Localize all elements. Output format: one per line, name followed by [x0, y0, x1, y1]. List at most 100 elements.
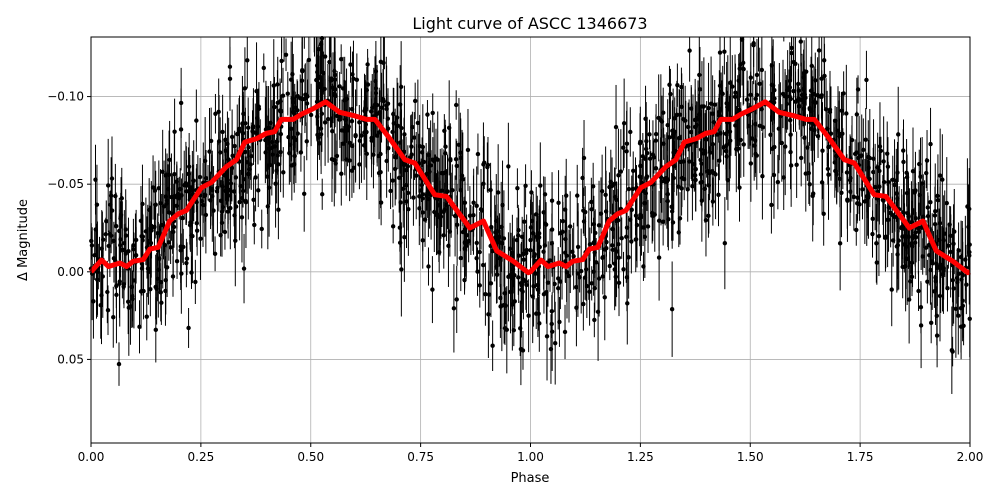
data-point [816, 48, 822, 53]
data-point [321, 70, 326, 76]
data-point [815, 93, 820, 98]
data-point [881, 179, 887, 185]
data-point [596, 276, 602, 281]
data-point [677, 112, 683, 117]
data-point [541, 249, 546, 254]
data-point [458, 150, 463, 155]
data-point [508, 289, 513, 295]
data-point [414, 173, 419, 178]
data-point [163, 173, 168, 178]
data-point [599, 189, 605, 194]
data-point [337, 117, 342, 122]
data-point [462, 240, 467, 245]
data-point [866, 165, 871, 170]
data-point [200, 202, 206, 208]
data-point [488, 187, 493, 193]
y-axis-label: Δ Magnitude [16, 199, 31, 281]
data-point [361, 143, 367, 148]
data-point [776, 126, 782, 131]
data-point [138, 218, 144, 224]
data-point [653, 166, 659, 171]
data-point [616, 241, 621, 247]
data-point [912, 190, 917, 195]
data-point [668, 91, 673, 97]
data-point [587, 289, 592, 294]
data-point [644, 138, 649, 144]
data-point [283, 52, 289, 57]
data-point [918, 174, 923, 179]
data-point [193, 279, 198, 285]
data-point [614, 249, 619, 254]
data-point [365, 82, 371, 87]
data-point [237, 199, 242, 205]
data-point [669, 209, 675, 214]
data-point [827, 107, 833, 112]
data-point [575, 193, 580, 198]
data-point [660, 219, 666, 224]
data-point [292, 162, 297, 167]
data-point [333, 93, 338, 99]
data-point [287, 150, 292, 156]
x-tick-label: 0.25 [188, 450, 215, 464]
data-point [956, 313, 961, 318]
data-point [322, 54, 328, 59]
data-point [665, 191, 670, 197]
data-point [703, 137, 708, 142]
data-point [353, 133, 358, 139]
data-point [100, 274, 105, 279]
data-point [518, 280, 524, 286]
data-point [411, 195, 416, 200]
data-point [916, 288, 921, 294]
data-point [534, 234, 540, 239]
data-point [166, 240, 172, 245]
data-point [967, 253, 972, 258]
data-point [656, 218, 662, 223]
data-point [724, 101, 729, 106]
x-tick-label: 2.00 [957, 450, 984, 464]
data-point [797, 104, 802, 109]
data-point [327, 59, 332, 65]
data-point [808, 126, 814, 132]
data-point [669, 307, 675, 312]
data-point [861, 147, 866, 153]
data-point [515, 233, 521, 238]
data-point [871, 156, 876, 161]
data-point [595, 309, 601, 315]
data-point [338, 56, 344, 62]
data-point [263, 127, 269, 132]
data-point [610, 226, 615, 232]
data-point [736, 146, 741, 151]
data-point [278, 131, 284, 137]
data-point [166, 172, 172, 178]
x-tick-label: 1.50 [737, 450, 764, 464]
data-point [388, 188, 393, 194]
data-point [626, 255, 631, 260]
data-point [108, 193, 114, 198]
data-point [854, 227, 859, 233]
data-point [702, 148, 708, 154]
data-point [697, 72, 702, 78]
data-point [504, 327, 510, 332]
data-point [924, 170, 929, 176]
data-point [285, 91, 290, 96]
data-point [271, 83, 276, 88]
data-point [506, 164, 511, 169]
data-point [613, 124, 619, 130]
data-point [624, 141, 630, 146]
data-point [501, 302, 507, 308]
data-point [499, 224, 504, 230]
data-point [279, 58, 284, 64]
data-point [722, 240, 728, 246]
data-point [378, 200, 384, 205]
data-point [947, 222, 952, 227]
data-point [538, 183, 543, 188]
data-point [607, 263, 612, 269]
data-point [770, 83, 776, 88]
data-point [452, 213, 458, 219]
data-point [420, 238, 425, 243]
data-point [593, 230, 598, 236]
data-point [210, 194, 215, 199]
data-point [246, 145, 251, 150]
data-point [602, 295, 607, 300]
data-point [498, 295, 503, 301]
